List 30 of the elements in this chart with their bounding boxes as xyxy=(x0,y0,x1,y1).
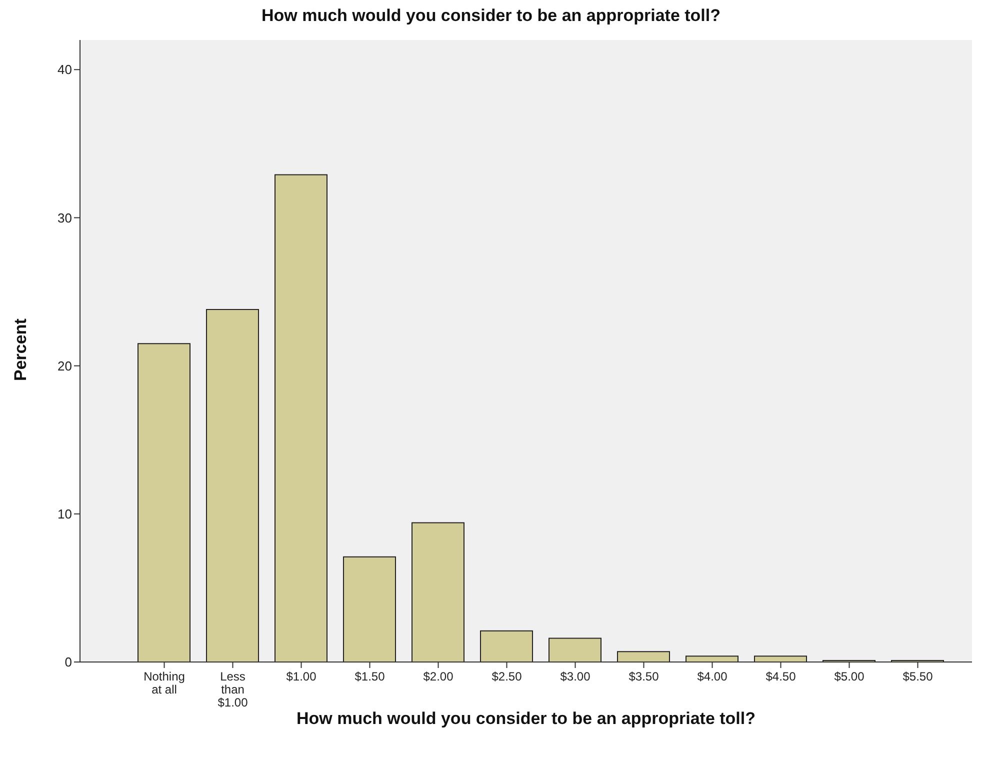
x-tick-label: Less than $1.00 xyxy=(218,670,248,710)
chart-title: How much would you consider to be an appropriate toll? xyxy=(260,6,722,26)
bar xyxy=(686,656,738,662)
bar xyxy=(617,651,670,662)
y-tick-label: 40 xyxy=(58,62,72,78)
x-axis-title: How much would you consider to be an appropriate toll? xyxy=(296,709,756,728)
x-tick-label: $4.00 xyxy=(697,670,728,684)
x-tick-label: $3.50 xyxy=(628,670,660,684)
x-tick-label: Nothing at all xyxy=(144,670,185,697)
x-tick-label: $2.00 xyxy=(423,670,454,684)
x-tick-label: $5.50 xyxy=(902,670,934,684)
y-tick-label: 0 xyxy=(64,654,72,670)
x-tick-label: $5.00 xyxy=(834,670,865,684)
bar xyxy=(548,638,602,662)
bar xyxy=(274,174,328,662)
bar xyxy=(206,309,259,662)
y-tick-label: 20 xyxy=(58,358,72,374)
bar xyxy=(754,656,807,662)
y-axis-title: Percent xyxy=(11,318,30,381)
x-tick-label: $3.00 xyxy=(560,670,591,684)
bar xyxy=(343,556,396,662)
bar xyxy=(480,630,533,662)
y-tick-label: 30 xyxy=(58,210,72,226)
bar xyxy=(138,343,190,662)
x-tick-label: $1.50 xyxy=(354,670,386,684)
bar xyxy=(412,522,464,662)
x-tick-label: $1.00 xyxy=(286,670,317,684)
y-tick-label: 10 xyxy=(58,506,72,522)
x-tick-label: $4.50 xyxy=(766,670,796,684)
x-tick-label: $2.50 xyxy=(492,670,522,684)
